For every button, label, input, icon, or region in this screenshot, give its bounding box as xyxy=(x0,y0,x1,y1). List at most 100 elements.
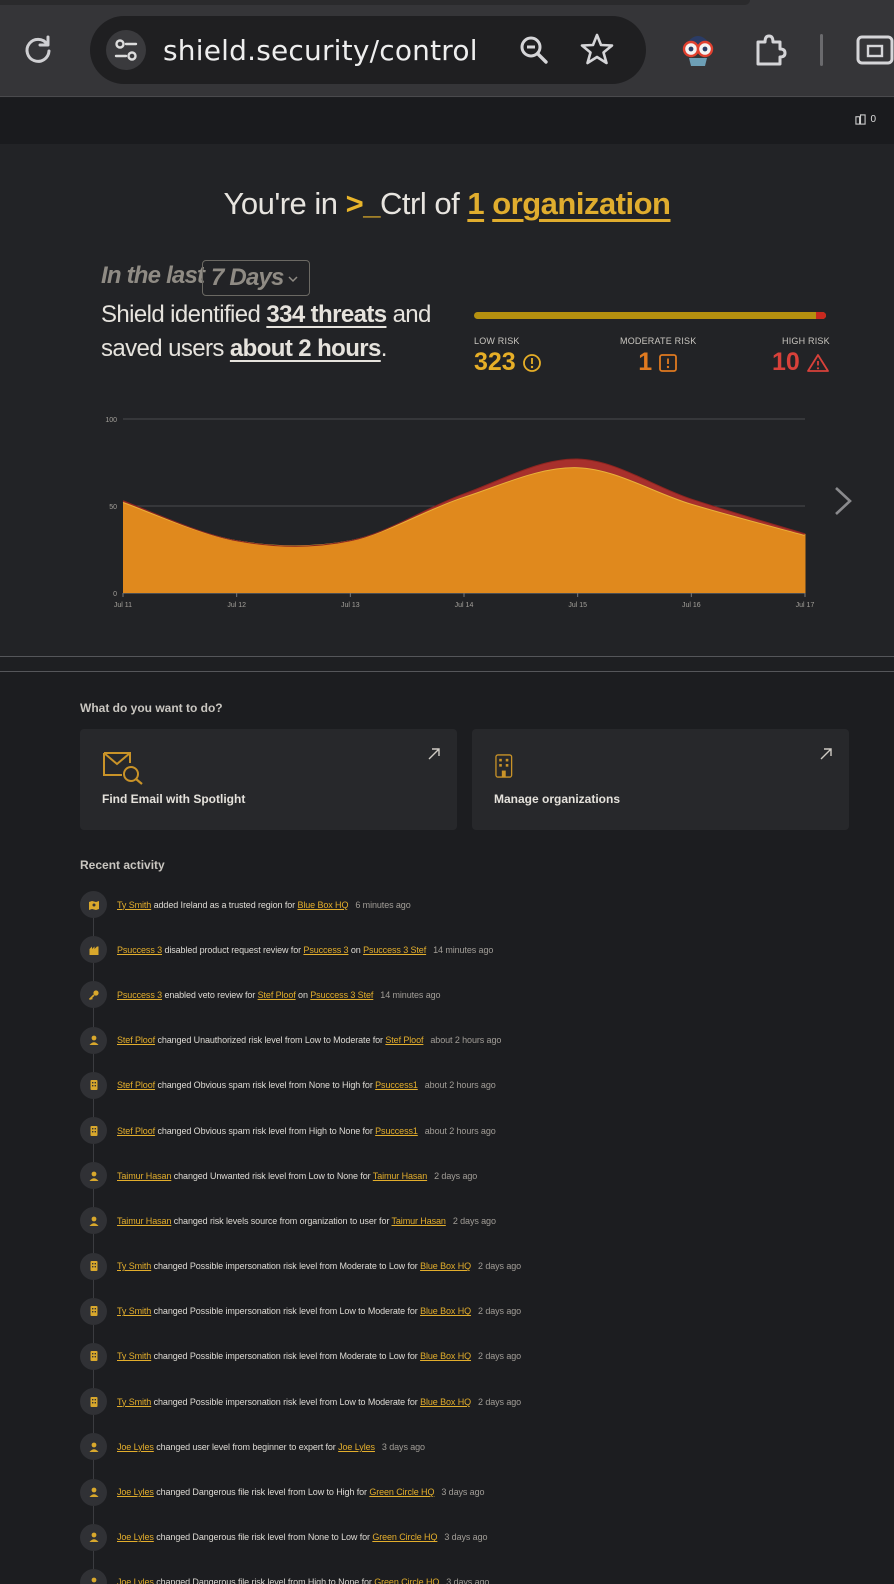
moderate-risk-value: 1 xyxy=(638,348,653,376)
target-link[interactable]: Taimur Hasan xyxy=(391,1215,446,1226)
actor-link[interactable]: Stef Ploof xyxy=(117,1125,156,1136)
user-icon xyxy=(80,1207,107,1235)
target-link[interactable]: Blue Box HQ xyxy=(420,1351,472,1362)
series-line-top xyxy=(122,458,806,547)
reload-icon[interactable] xyxy=(22,34,54,66)
target-link[interactable]: Blue Box HQ xyxy=(420,1306,472,1317)
actor-link[interactable]: Stef Ploof xyxy=(117,1080,156,1091)
extensions-puzzle-icon[interactable] xyxy=(752,32,788,68)
target-link[interactable]: Joe Lyles xyxy=(338,1441,375,1452)
overview-panel: You're in >_Ctrl of 1 organization In th… xyxy=(0,144,894,656)
target-link[interactable]: Psuccess1 xyxy=(375,1125,418,1136)
actor-link[interactable]: Ty Smith xyxy=(117,1306,152,1317)
threat-trend-chart: 0 50 100 Jul 11 Jul 12 Jul 13 Jul 14 Jul 15 Jul … xyxy=(105,417,815,609)
building-icon xyxy=(80,1297,107,1325)
activity-time: 3 days ago xyxy=(441,1487,485,1498)
low-risk-value: 323 xyxy=(474,348,516,376)
period-selected-value: 7 Days xyxy=(211,264,284,291)
user-icon xyxy=(80,1478,107,1506)
tab-strip xyxy=(0,0,750,5)
building-icon xyxy=(80,1388,107,1416)
target-link[interactable]: Green Circle HQ xyxy=(369,1487,435,1498)
target-link[interactable]: Psuccess1 xyxy=(375,1080,418,1091)
activity-time: 2 days ago xyxy=(478,1306,522,1317)
activity-description: changed Possible impersonation risk leve… xyxy=(153,1261,418,1272)
target-link[interactable]: Green Circle HQ xyxy=(372,1532,438,1543)
recent-activity-title: Recent activity xyxy=(80,858,165,872)
x-tick-label: Jul 16 xyxy=(682,602,701,609)
building-icon xyxy=(80,1117,107,1145)
high-risk-segment xyxy=(816,312,826,319)
side-panel-icon[interactable] xyxy=(856,34,894,66)
target-link[interactable]: Blue Box HQ xyxy=(297,899,349,910)
user-icon xyxy=(80,1523,107,1551)
x-tick-label: Jul 11 xyxy=(114,602,132,609)
target-link[interactable]: Blue Box HQ xyxy=(420,1396,472,1407)
activity-text: Ty Smith changed Possible impersonation … xyxy=(117,1261,521,1271)
y-tick-label: 100 xyxy=(105,417,117,424)
target-link-secondary[interactable]: Psuccess 3 Stef xyxy=(310,989,374,1000)
activity-text: Ty Smith changed Possible impersonation … xyxy=(117,1306,521,1316)
activity-description: added Ireland as a trusted region for xyxy=(153,899,296,910)
summary-text-1: Shield identified xyxy=(101,301,261,328)
info-circle-icon xyxy=(522,353,541,372)
title-prefix: You're in xyxy=(223,186,339,221)
find-email-card[interactable]: Find Email with Spotlight xyxy=(80,729,457,830)
actor-link[interactable]: Taimur Hasan xyxy=(117,1170,172,1181)
building-icon xyxy=(80,1071,107,1099)
building-icon xyxy=(80,1252,107,1280)
actor-link[interactable]: Psuccess 3 xyxy=(117,989,163,1000)
target-link[interactable]: Taimur Hasan xyxy=(372,1170,428,1181)
high-risk-value: 10 xyxy=(772,348,800,376)
moderate-risk-stat[interactable]: MODERATE RISK 1 xyxy=(620,336,696,377)
activity-time: 2 days ago xyxy=(478,1261,522,1272)
target-link[interactable]: Blue Box HQ xyxy=(420,1261,472,1272)
time-saved-link[interactable]: about 2 hours xyxy=(229,335,381,362)
target-link[interactable]: Psuccess 3 xyxy=(303,944,349,955)
site-settings-icon[interactable] xyxy=(106,30,146,70)
activity-item: Ty Smith changed Possible impersonation … xyxy=(80,1334,880,1379)
address-bar[interactable]: shield.security/control xyxy=(90,16,646,84)
actor-link[interactable]: Taimur Hasan xyxy=(117,1215,172,1226)
actor-link[interactable]: Joe Lyles xyxy=(117,1441,154,1452)
user-icon xyxy=(80,1433,107,1461)
manage-organizations-card[interactable]: Manage organizations xyxy=(472,729,849,830)
org-count-link[interactable]: 1 xyxy=(467,186,485,221)
actor-link[interactable]: Stef Ploof xyxy=(117,1035,156,1046)
extension-avatar-icon[interactable] xyxy=(680,30,716,68)
actor-link[interactable]: Ty Smith xyxy=(117,1351,152,1362)
high-risk-stat[interactable]: HIGH RISK 10 xyxy=(772,336,830,377)
actor-link[interactable]: Joe Lyles xyxy=(117,1532,154,1543)
title-middle: Ctrl of xyxy=(380,186,460,221)
actor-link[interactable]: Psuccess 3 xyxy=(117,944,163,955)
activity-item: Joe Lyles changed Dangerous file risk le… xyxy=(80,1469,880,1514)
actor-link[interactable]: Ty Smith xyxy=(117,1261,152,1272)
bookmark-star-icon[interactable] xyxy=(580,32,614,66)
actor-link[interactable]: Ty Smith xyxy=(117,1396,152,1407)
target-link[interactable]: Stef Ploof xyxy=(257,989,296,1000)
x-tick-label: Jul 17 xyxy=(796,602,815,609)
target-link-secondary[interactable]: Psuccess 3 Stef xyxy=(363,944,427,955)
actor-link[interactable]: Joe Lyles xyxy=(117,1487,154,1498)
app-header: 0 xyxy=(0,98,894,144)
activity-description: changed Possible impersonation risk leve… xyxy=(153,1351,418,1362)
chevron-right-icon[interactable] xyxy=(832,484,856,518)
activity-text: Joe Lyles changed Dangerous file risk le… xyxy=(117,1532,488,1543)
period-select[interactable]: 7 Days xyxy=(202,260,310,296)
organization-link[interactable]: organization xyxy=(492,186,671,221)
threats-link[interactable]: 334 threats xyxy=(266,301,387,328)
browser-toolbar: shield.security/control xyxy=(0,0,894,97)
low-risk-stat[interactable]: LOW RISK 323 xyxy=(474,336,542,377)
activity-feed: Ty Smith added Ireland as a trusted regi… xyxy=(80,882,880,1584)
actor-link[interactable]: Joe Lyles xyxy=(117,1577,154,1584)
target-link[interactable]: Green Circle HQ xyxy=(374,1577,440,1584)
zoom-icon[interactable] xyxy=(518,34,550,66)
risk-distribution-bar xyxy=(474,312,826,319)
target-link[interactable]: Stef Ploof xyxy=(385,1035,424,1046)
url-text[interactable]: shield.security/control xyxy=(163,34,478,67)
actor-link[interactable]: Ty Smith xyxy=(117,899,152,910)
org-counter[interactable]: 0 xyxy=(855,114,876,125)
activity-item: Joe Lyles changed user level from beginn… xyxy=(80,1424,880,1469)
activity-time: 2 days ago xyxy=(478,1396,522,1407)
activity-connector: on xyxy=(298,989,308,1000)
